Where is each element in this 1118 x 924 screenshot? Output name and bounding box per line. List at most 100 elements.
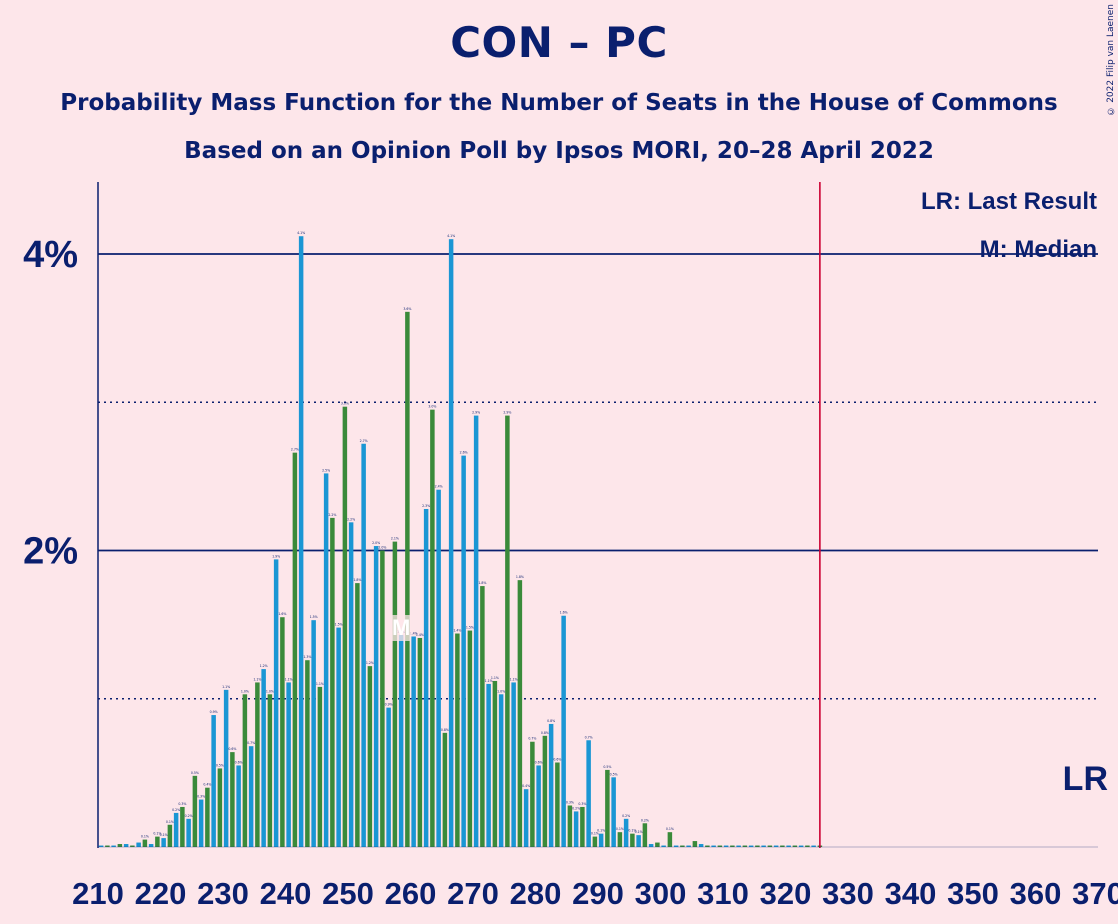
bar-seat-273 <box>492 680 498 847</box>
bar-seat-261 <box>417 637 423 847</box>
chart-source: Based on an Opinion Poll by Ipsos MORI, … <box>184 138 934 164</box>
bar-data-label: 0.2% <box>641 818 649 822</box>
bar-data-label: 0.8% <box>547 719 555 723</box>
bar-data-label: 1.8% <box>353 578 361 582</box>
x-tick-label: 330 <box>822 876 874 911</box>
bar-data-label: 0.8% <box>441 728 449 732</box>
bar-seat-230 <box>223 689 229 848</box>
bar-data-label: 0.4% <box>522 784 530 788</box>
bar-seat-304 <box>686 845 691 847</box>
bar-data-label: 0.2% <box>172 808 180 812</box>
bar-data-label: 2.5% <box>322 468 330 472</box>
x-tick-label: 280 <box>510 876 562 911</box>
bar-seat-222 <box>173 812 179 847</box>
bar-data-label: 2.0% <box>378 546 386 550</box>
bar-seat-274 <box>498 694 504 847</box>
bar-seat-316 <box>761 845 766 847</box>
bar-data-label: 2.4% <box>435 485 443 489</box>
bar-data-label: 0.6% <box>228 747 236 751</box>
bar-data-label: 1.4% <box>453 629 461 633</box>
bar-seat-215 <box>130 845 135 847</box>
bar-seat-221 <box>167 824 173 847</box>
bar-data-label: 0.2% <box>622 814 630 818</box>
bar-seat-231 <box>230 752 235 847</box>
bar-seat-302 <box>673 845 679 847</box>
bar-data-label: 1.4% <box>416 633 424 637</box>
bar-data-label: 2.7% <box>360 439 368 443</box>
bar-data-label: 1.8% <box>516 575 524 579</box>
bar-seat-285 <box>567 805 573 847</box>
bar-seat-244 <box>311 620 316 847</box>
bar-data-label: 2.3% <box>422 504 430 508</box>
bar-data-label: 0.2% <box>572 806 580 810</box>
bar-data-label: 1.6% <box>560 611 568 615</box>
bar-seat-301 <box>667 832 673 847</box>
bar-data-label: 1.2% <box>366 661 374 665</box>
bar-seat-241 <box>292 452 298 847</box>
x-tick-label: 250 <box>322 876 374 911</box>
x-tick-label: 350 <box>947 876 999 911</box>
bar-data-label: 1.1% <box>316 682 324 686</box>
last-result-label: LR <box>1063 760 1108 798</box>
bar-seat-318 <box>773 845 779 847</box>
median-marker: M <box>391 615 412 642</box>
bar-seat-298 <box>648 844 654 847</box>
bar-data-label: 1.0% <box>241 689 249 693</box>
bar-seat-297 <box>642 823 648 847</box>
bar-seat-288 <box>586 740 591 847</box>
bar-seat-259 <box>405 311 410 847</box>
bar-seat-317 <box>767 845 773 847</box>
bar-seat-286 <box>573 811 579 847</box>
bar-seat-319 <box>780 845 785 847</box>
bar-seat-252 <box>361 443 366 847</box>
bar-seat-320 <box>786 845 791 847</box>
bar-data-label: 2.1% <box>391 537 399 541</box>
bar-seat-225 <box>192 775 198 847</box>
bar-data-label: 1.4% <box>410 631 418 635</box>
bar-data-label: 0.1% <box>616 827 624 831</box>
bar-data-label: 0.5% <box>603 765 611 769</box>
bar-seat-292 <box>611 777 616 847</box>
x-tick-label: 240 <box>260 876 312 911</box>
bar-seat-240 <box>286 682 291 847</box>
x-tick-label: 320 <box>760 876 812 911</box>
bar-seat-293 <box>617 832 623 847</box>
bar-data-label: 1.0% <box>497 689 505 693</box>
bar-seat-267 <box>455 633 460 847</box>
bar-data-label: 1.8% <box>478 581 486 585</box>
x-tick-label: 220 <box>135 876 187 911</box>
bar-seat-258 <box>398 635 404 847</box>
bar-seat-282 <box>548 723 554 847</box>
x-tick-label: 310 <box>697 876 749 911</box>
x-tick-label: 230 <box>197 876 249 911</box>
bar-data-label: 0.7% <box>528 737 536 741</box>
bar-data-label: 2.7% <box>291 448 299 452</box>
bar-data-label: 0.1% <box>591 832 599 836</box>
bar-data-label: 1.5% <box>335 623 343 627</box>
bar-data-label: 3.0% <box>341 402 349 406</box>
bar-seat-257 <box>392 541 398 847</box>
bar-seat-216 <box>136 842 141 847</box>
bar-seat-313 <box>742 845 748 847</box>
x-tick-label: 260 <box>385 876 437 911</box>
bar-seat-226 <box>198 799 204 847</box>
bar-data-label: 1.1% <box>253 677 261 681</box>
bar-seat-245 <box>317 686 323 847</box>
bar-data-label: 2.2% <box>328 513 336 517</box>
bar-data-label: 0.2% <box>185 814 193 818</box>
x-tick-label: 270 <box>447 876 499 911</box>
bar-data-label: 0.1% <box>141 835 149 839</box>
x-tick-label: 360 <box>1010 876 1062 911</box>
bar-seat-224 <box>186 818 191 847</box>
bar-seat-294 <box>623 818 629 847</box>
bar-seat-250 <box>348 522 354 847</box>
bar-data-label: 3.0% <box>428 405 436 409</box>
bar-seat-311 <box>730 845 735 847</box>
x-tick-label: 340 <box>885 876 937 911</box>
bar-seat-324 <box>811 845 816 847</box>
bar-data-label: 1.1% <box>485 679 493 683</box>
bar-seat-249 <box>342 406 348 847</box>
bar-seat-314 <box>748 845 754 847</box>
bar-seat-256 <box>386 707 391 847</box>
bar-seat-251 <box>355 583 360 847</box>
